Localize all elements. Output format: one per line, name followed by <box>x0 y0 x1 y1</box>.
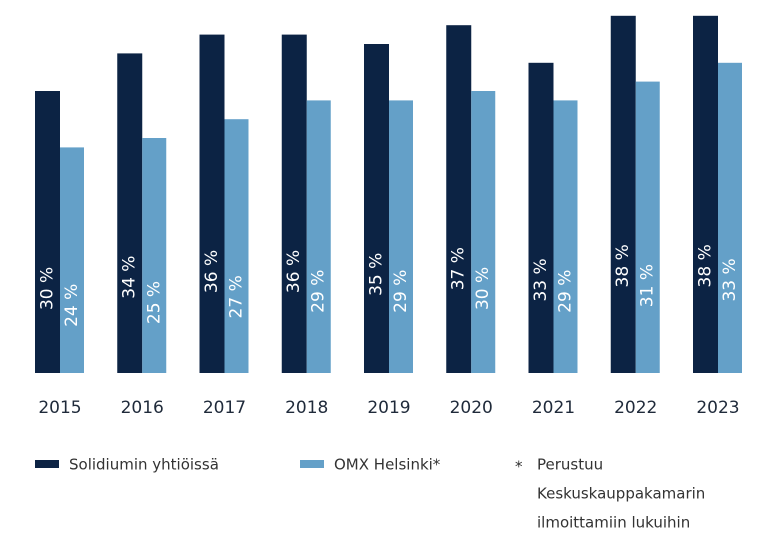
x-tick-label: 2019 <box>367 398 410 418</box>
value-label: 34 % <box>120 256 140 299</box>
bar <box>60 147 84 373</box>
bar <box>224 119 249 373</box>
bar <box>553 100 578 374</box>
value-label: 30 % <box>38 267 58 310</box>
value-label: 27 % <box>227 275 247 318</box>
x-tick-label: 2017 <box>203 398 246 418</box>
legend-swatch <box>35 460 59 468</box>
value-label: 24 % <box>62 284 82 327</box>
value-label: 38 % <box>613 244 633 287</box>
bar <box>471 91 496 373</box>
value-label: 29 % <box>309 270 329 313</box>
x-tick-label: 2015 <box>38 398 81 418</box>
x-tick-label: 2018 <box>285 398 328 418</box>
bar <box>117 53 143 374</box>
bar <box>693 15 718 374</box>
x-tick-label: 2023 <box>696 398 739 418</box>
value-label: 35 % <box>367 253 387 296</box>
bar <box>528 62 554 374</box>
legend-label: OMX Helsinki* <box>334 456 441 474</box>
legend-label: Solidiumin yhtiöissä <box>69 456 219 474</box>
value-label: 36 % <box>202 250 222 293</box>
bar <box>718 62 742 374</box>
legend-swatch <box>300 460 324 468</box>
value-label: 38 % <box>696 244 716 287</box>
value-label: 25 % <box>144 281 164 324</box>
note-marker: * <box>515 458 523 476</box>
note-line: Keskuskauppakamarin <box>537 485 705 503</box>
value-label: 36 % <box>284 250 304 293</box>
bar <box>281 34 307 373</box>
bar <box>199 34 225 373</box>
value-label: 33 % <box>720 258 740 301</box>
bar <box>635 81 660 373</box>
bar <box>389 100 413 374</box>
bar <box>142 138 167 373</box>
bar <box>610 15 636 374</box>
x-tick-label: 2021 <box>532 398 575 418</box>
x-tick-label: 2016 <box>121 398 164 418</box>
bar <box>446 25 472 373</box>
value-label: 29 % <box>391 270 411 313</box>
x-tick-label: 2020 <box>450 398 493 418</box>
bar <box>35 91 60 373</box>
value-label: 31 % <box>638 264 658 307</box>
value-label: 33 % <box>531 258 551 301</box>
value-label: 30 % <box>473 267 493 310</box>
bar <box>364 44 389 373</box>
bar <box>306 100 331 374</box>
value-label: 37 % <box>449 247 469 290</box>
x-tick-label: 2022 <box>614 398 657 418</box>
value-label: 29 % <box>556 270 576 313</box>
note-line: Perustuu <box>537 456 603 474</box>
note-line: ilmoittamiin lukuihin <box>537 514 690 532</box>
